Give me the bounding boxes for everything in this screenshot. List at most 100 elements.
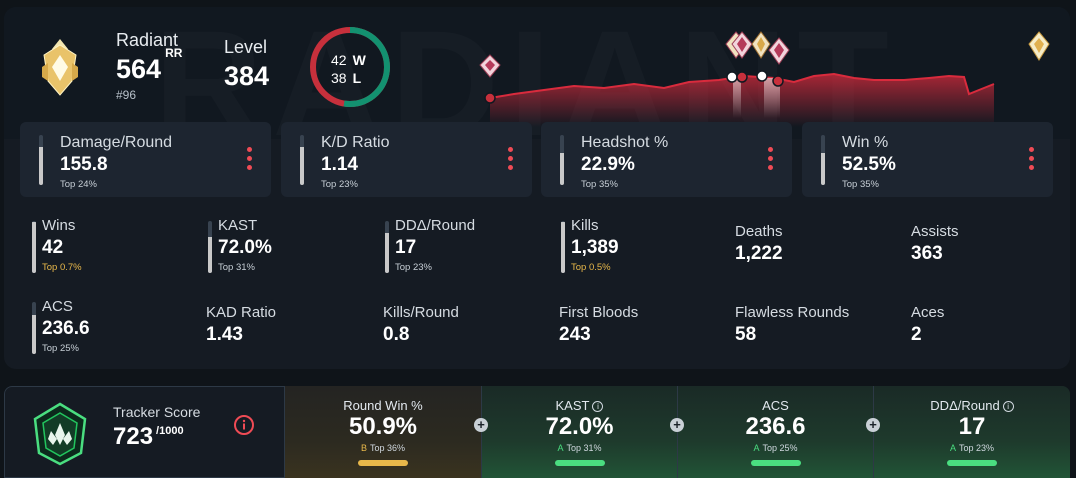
- stat-label: Win %: [842, 134, 889, 151]
- percentile-bar: [560, 135, 564, 185]
- metric-dd-delta[interactable]: DDΔ/Round i 17 A Top 23%: [873, 386, 1070, 478]
- info-icon[interactable]: i: [592, 401, 604, 412]
- stat-card-damage-round[interactable]: Damage/Round 155.8 Top 24%: [20, 122, 271, 197]
- stat-percentile: Top 35%: [581, 179, 618, 190]
- stat-percentile: Top 24%: [60, 179, 97, 190]
- stat-value: 52.5%: [842, 154, 896, 175]
- metric-grade: A Top 23%: [949, 443, 995, 453]
- stat-kast: KAST 72.0% Top 31%: [208, 217, 378, 277]
- stat-percentile: Top 31%: [218, 262, 255, 273]
- stat-label: K/D Ratio: [321, 134, 390, 151]
- tracker-score-label: Tracker Score: [113, 404, 201, 420]
- stat-percentile: Top 0.7%: [42, 262, 82, 273]
- percentile-bar: [385, 221, 389, 273]
- stat-value: 1,389: [571, 237, 619, 258]
- metric-acs[interactable]: ACS 236.6 A Top 25%: [677, 386, 873, 478]
- tracker-score-summary: Tracker Score 723/1000: [4, 386, 285, 478]
- stat-card-win-pct[interactable]: Win % 52.5% Top 35%: [802, 122, 1053, 197]
- rank-rating: 564RR: [116, 46, 183, 84]
- stat-label: Kills/Round: [383, 304, 459, 321]
- stat-label: DDΔ/Round: [395, 217, 476, 234]
- rank-hero: RADIANT Radiant 564RR #96 Level 384 42W …: [4, 7, 1070, 139]
- more-options-icon[interactable]: [508, 147, 514, 171]
- rank-marker-cluster: [725, 31, 790, 65]
- metric-value: 72.0%: [545, 413, 614, 440]
- stat-percentile: Top 25%: [42, 343, 79, 354]
- stat-flawless-rounds: Flawless Rounds 58: [725, 304, 895, 364]
- stat-percentile: Top 35%: [842, 179, 879, 190]
- metric-round-win[interactable]: Round Win % 50.9% B Top 36%: [285, 386, 481, 478]
- stat-label: Aces: [911, 304, 945, 321]
- level-value: 384: [224, 61, 270, 91]
- stat-label: Damage/Round: [60, 134, 173, 151]
- win-loss-donut: [310, 27, 390, 107]
- stat-card-headshot[interactable]: Headshot % 22.9% Top 35%: [541, 122, 792, 197]
- stat-percentile: Top 23%: [395, 262, 432, 273]
- stat-value: 72.0%: [218, 237, 272, 258]
- losses-count: 38 L: [331, 70, 362, 86]
- rank-name: Radiant: [116, 30, 179, 50]
- more-options-icon[interactable]: [768, 147, 774, 171]
- radiant-rank-icon: [42, 39, 78, 96]
- metric-label: DDΔ/Round i: [874, 398, 1070, 413]
- stat-dd-delta-round: DDΔ/Round 17 Top 23%: [385, 217, 555, 277]
- stat-value: 58: [735, 324, 757, 345]
- stat-value: 42: [42, 237, 64, 258]
- plus-icon: +: [670, 418, 684, 432]
- leaderboard-position: #96: [116, 88, 137, 102]
- stat-value: 0.8: [383, 324, 410, 345]
- stat-value: 22.9%: [581, 154, 635, 175]
- metric-kast[interactable]: KAST i 72.0% A Top 31%: [481, 386, 677, 478]
- stat-deaths: Deaths 1,222: [725, 223, 895, 283]
- immortal-rank-marker: [479, 54, 501, 78]
- stat-value: 1,222: [735, 243, 783, 264]
- tracker-score-panel: Tracker Score 723/1000 Round Win % 50.9%…: [4, 386, 1070, 478]
- percentile-bar: [208, 221, 212, 273]
- more-options-icon[interactable]: [1029, 147, 1035, 171]
- grade-pill: [358, 460, 408, 466]
- stat-label: Headshot %: [581, 134, 669, 151]
- stat-label: Kills: [571, 217, 599, 234]
- metric-grade: A Top 25%: [753, 443, 798, 453]
- more-options-icon[interactable]: [247, 147, 253, 171]
- stat-label: Deaths: [735, 223, 783, 240]
- stat-value: 1.43: [206, 324, 243, 345]
- stat-value: 17: [395, 237, 417, 258]
- stat-value: 243: [559, 324, 591, 345]
- percentile-bar: [300, 135, 304, 185]
- stat-label: Assists: [911, 223, 959, 240]
- stat-acs: ACS 236.6 Top 25%: [32, 298, 202, 358]
- graph-highlight: [764, 78, 780, 118]
- stat-percentile: Top 0.5%: [571, 262, 611, 273]
- metric-label: Round Win %: [343, 398, 423, 413]
- grade-pill: [554, 460, 605, 466]
- stat-value: 155.8: [60, 154, 108, 175]
- stat-label: KAST: [218, 217, 258, 234]
- stat-value: 236.6: [42, 318, 90, 339]
- stat-first-bloods: First Bloods 243: [549, 304, 719, 364]
- level-label: Level: [224, 37, 268, 57]
- percentile-bar: [561, 221, 565, 273]
- stat-kad-ratio: KAD Ratio 1.43: [196, 304, 366, 364]
- stat-card-kd-ratio[interactable]: K/D Ratio 1.14 Top 23%: [281, 122, 532, 197]
- stat-assists: Assists 363: [901, 223, 1070, 283]
- metric-grade: B Top 36%: [360, 443, 406, 453]
- tracker-score-value: 723/1000: [113, 423, 184, 450]
- tracker-score-emblem-icon: [33, 402, 87, 466]
- grade-pill: [947, 460, 997, 466]
- info-icon[interactable]: i: [1002, 401, 1014, 412]
- stat-label: ACS: [42, 298, 73, 315]
- rating-history-graph: [479, 31, 1050, 127]
- stat-label: First Bloods: [559, 304, 639, 321]
- stat-label: Wins: [42, 217, 76, 234]
- metric-label: ACS: [762, 398, 789, 413]
- graph-highlight: [733, 78, 741, 118]
- stat-value: 363: [911, 243, 943, 264]
- plus-icon: +: [474, 418, 488, 432]
- win-loss-ring: 42 W 38 L: [308, 25, 392, 109]
- stat-wins: Wins 42 Top 0.7%: [32, 217, 202, 277]
- info-icon[interactable]: [233, 414, 255, 436]
- wins-count: 42 W: [331, 52, 366, 68]
- stat-value: 2: [911, 324, 922, 345]
- metric-value: 236.6: [745, 413, 806, 440]
